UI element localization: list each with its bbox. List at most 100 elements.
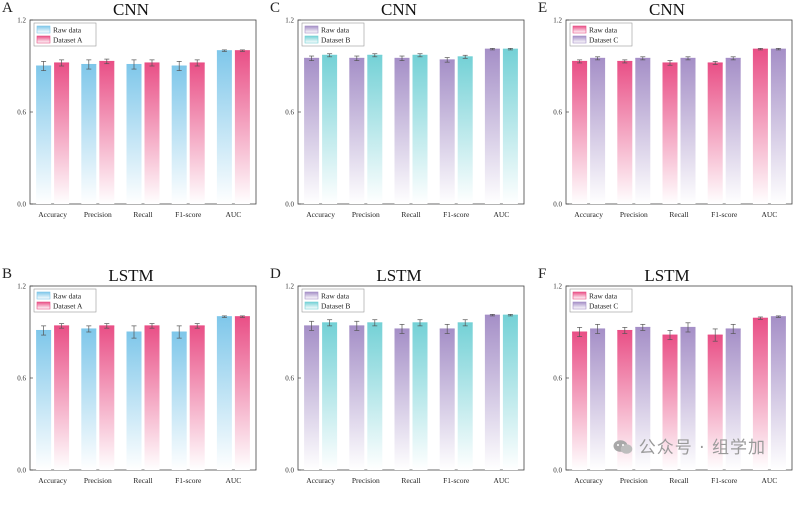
legend-swatch xyxy=(572,291,587,300)
bar xyxy=(439,328,455,470)
bar xyxy=(770,49,786,204)
legend-label: Raw data xyxy=(53,25,82,34)
bar xyxy=(590,58,606,205)
bar xyxy=(680,58,696,205)
bar xyxy=(54,62,70,204)
bar xyxy=(770,316,786,470)
bar xyxy=(126,64,142,204)
wechat-icon xyxy=(613,440,633,454)
x-tick-label: AUC xyxy=(493,210,509,219)
x-tick-label: F1-score xyxy=(175,210,202,219)
bar xyxy=(635,58,651,205)
bar xyxy=(99,61,115,205)
bar xyxy=(216,316,232,470)
legend-label: Dataset A xyxy=(53,301,83,310)
bar xyxy=(234,50,250,204)
chart-panel-a: A CNN 0.0 0.6 1.2 Accuracy Precision Recall F1-s… xyxy=(0,0,262,240)
bar xyxy=(367,322,383,470)
chart-panel-b: B LSTM 0.0 0.6 1.2 Accuracy Precision Recall F1-… xyxy=(0,266,262,506)
bar xyxy=(752,49,768,204)
panel-letter: A xyxy=(2,0,13,16)
x-tick-label: Recall xyxy=(669,210,688,219)
panel-letter: F xyxy=(538,266,547,282)
chart-svg: 0.0 0.6 1.2 Accuracy Precision Recall F1-score… xyxy=(553,17,793,219)
legend-label: Raw data xyxy=(321,291,350,300)
x-tick-label: AUC xyxy=(761,210,777,219)
bar xyxy=(81,64,97,204)
x-tick-label: Recall xyxy=(401,210,420,219)
legend-swatch xyxy=(572,301,587,310)
bar xyxy=(457,322,473,470)
y-tick-label: 1.2 xyxy=(553,283,562,291)
bar xyxy=(349,325,365,470)
legend-swatch xyxy=(572,35,587,44)
y-tick-label: 1.2 xyxy=(285,17,294,25)
bar xyxy=(439,59,455,204)
bar xyxy=(457,56,473,204)
legend-swatch xyxy=(36,25,51,34)
legend-label: Raw data xyxy=(589,25,618,34)
x-tick-label: Precision xyxy=(620,210,648,219)
bar xyxy=(502,315,518,470)
legend-label: Dataset A xyxy=(53,35,83,44)
bar xyxy=(707,62,723,204)
chart-title: LSTM xyxy=(376,266,422,285)
bar xyxy=(36,66,52,204)
y-tick-label: 0.6 xyxy=(285,109,294,117)
x-tick-label: AUC xyxy=(493,476,509,485)
chart-panel-d: D LSTM 0.0 0.6 1.2 Accuracy Precision Recall F1-… xyxy=(268,266,530,506)
bar xyxy=(144,62,160,204)
legend-label: Dataset B xyxy=(321,35,350,44)
bar xyxy=(171,66,187,204)
bar xyxy=(752,318,768,470)
bar xyxy=(572,332,588,470)
bar xyxy=(394,328,410,470)
x-tick-label: Precision xyxy=(352,210,380,219)
y-tick-label: 0.6 xyxy=(285,375,294,383)
x-tick-label: F1-score xyxy=(711,476,738,485)
x-tick-label: Recall xyxy=(133,210,152,219)
panel-letter: D xyxy=(270,266,281,282)
legend-swatch xyxy=(36,301,51,310)
bar xyxy=(617,330,633,470)
bar xyxy=(707,335,723,470)
bar xyxy=(617,61,633,205)
bar xyxy=(54,325,70,470)
x-tick-label: AUC xyxy=(225,476,241,485)
x-tick-label: AUC xyxy=(225,210,241,219)
bar xyxy=(367,55,383,205)
y-tick-label: 0.0 xyxy=(17,201,26,209)
bar xyxy=(484,49,500,204)
bar xyxy=(680,327,696,470)
x-tick-label: Accuracy xyxy=(574,476,603,485)
x-tick-label: Recall xyxy=(669,476,688,485)
legend-swatch xyxy=(304,35,319,44)
legend-swatch xyxy=(304,25,319,34)
bar xyxy=(189,62,205,204)
x-tick-label: AUC xyxy=(761,476,777,485)
legend-label: Dataset C xyxy=(589,301,618,310)
x-tick-label: Precision xyxy=(84,210,112,219)
chart-title: LSTM xyxy=(108,266,154,285)
x-tick-label: Precision xyxy=(352,476,380,485)
y-tick-label: 0.6 xyxy=(553,109,562,117)
y-tick-label: 0.0 xyxy=(17,467,26,475)
chart-panel-e: E CNN 0.0 0.6 1.2 Accuracy Precision Recall F1-s… xyxy=(536,0,798,240)
y-tick-label: 0.0 xyxy=(553,467,562,475)
bar xyxy=(635,327,651,470)
bar xyxy=(322,322,338,470)
legend-label: Raw data xyxy=(589,291,618,300)
bar xyxy=(662,335,678,470)
bar xyxy=(144,325,160,470)
x-tick-label: Recall xyxy=(401,476,420,485)
chart-svg: 0.0 0.6 1.2 Accuracy Precision Recall F1-score… xyxy=(553,283,793,485)
chart-title: CNN xyxy=(381,0,417,19)
bar xyxy=(725,328,741,470)
chart-svg: 0.0 0.6 1.2 Accuracy Precision Recall F1-score… xyxy=(285,17,525,219)
x-tick-label: Accuracy xyxy=(574,210,603,219)
